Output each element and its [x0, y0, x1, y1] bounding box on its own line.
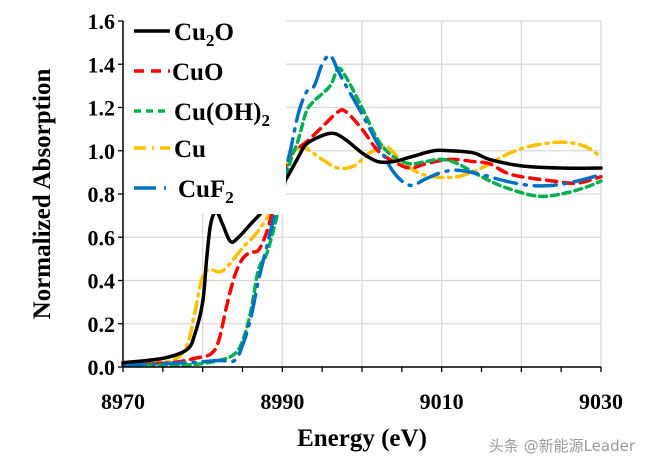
- y-tick-label: 0.4: [88, 269, 116, 294]
- legend-label-sub: 2: [225, 188, 234, 207]
- x-tick-label: 8970: [101, 389, 145, 414]
- y-tick-label: 0.0: [88, 355, 116, 380]
- legend-item: Cu: [134, 136, 206, 163]
- watermark: 头条 @新能源Leader: [488, 437, 635, 455]
- legend-item: CuO: [134, 59, 223, 86]
- tick-labels: 0.0 0.2 0.4 0.6 0.8 1.0 1.2 1.4 1.6 8970 8990 9010 9…: [88, 9, 624, 414]
- legend-label-main: Cu(OH): [174, 99, 262, 126]
- legend-label-main: Cu: [174, 19, 206, 46]
- axes: [118, 20, 602, 372]
- y-tick-label: 0.8: [88, 182, 116, 207]
- y-tick-label: 1.0: [88, 139, 116, 164]
- legend-label-sub: 2: [206, 31, 215, 50]
- series-line-cu2o: [121, 131, 603, 365]
- y-tick-label: 0.6: [88, 225, 116, 250]
- legend-label: CuF2: [178, 176, 234, 207]
- legend-label: Cu: [174, 136, 206, 163]
- x-tick-label: 8990: [260, 389, 304, 414]
- y-tick-label: 1.4: [88, 52, 116, 77]
- legend-item: CuF2: [134, 176, 234, 207]
- y-tick-label: 0.2: [88, 312, 116, 337]
- legend-label: CuO: [172, 59, 223, 86]
- series-line-cuo: [121, 108, 603, 367]
- legend-label-tail: O: [214, 19, 233, 46]
- x-axis-label: Energy (eV): [297, 425, 427, 452]
- legend-label-main: CuF: [178, 176, 225, 203]
- legend-box: [126, 14, 286, 214]
- legend-item: Cu2O: [134, 19, 234, 50]
- legend-label: Cu2O: [174, 19, 234, 50]
- legend-label-main: Cu: [174, 136, 206, 163]
- series-line-cu: [121, 140, 603, 367]
- x-tick-label: 9010: [420, 389, 464, 414]
- y-axis-label: Normalized Absorption: [29, 69, 56, 320]
- legend-label-sub: 2: [262, 111, 271, 130]
- y-tick-label: 1.6: [88, 9, 116, 34]
- y-tick-label: 1.2: [88, 96, 116, 121]
- legend-label-main: CuO: [172, 59, 223, 86]
- legend-item: Cu(OH)2: [134, 99, 270, 130]
- x-tick-label: 9030: [579, 389, 623, 414]
- legend-label: Cu(OH)2: [174, 99, 270, 130]
- series-lines: [121, 53, 603, 367]
